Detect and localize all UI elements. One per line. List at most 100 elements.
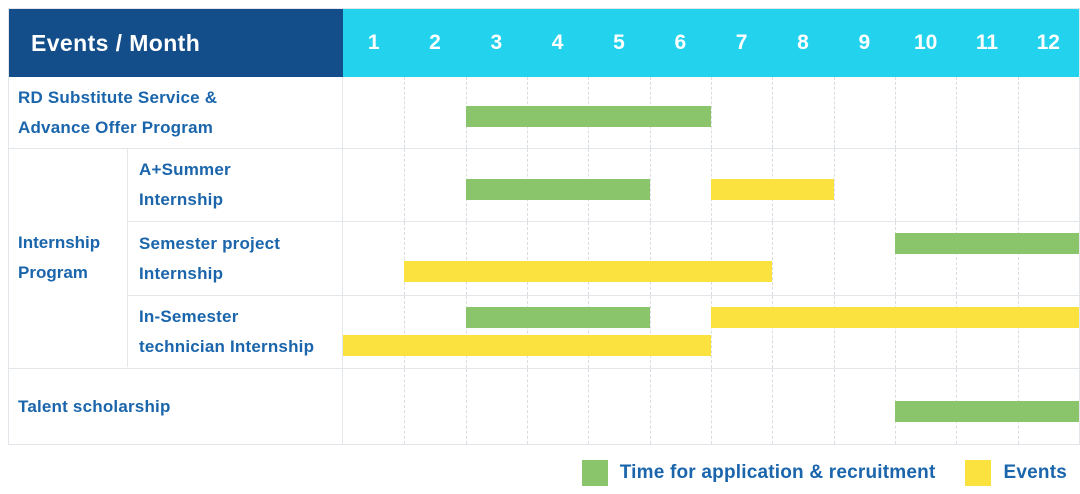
group-label: Internship Program: [18, 233, 101, 282]
gantt-bar-recruitment: [895, 401, 1079, 422]
month-gridline: [404, 296, 406, 368]
month-header-10: 10: [913, 31, 938, 54]
month-header-2: 2: [429, 31, 441, 54]
month-gridline: [404, 369, 406, 444]
month-gridline: [649, 296, 651, 368]
row-label-line: Semester project: [139, 233, 281, 253]
month-gridline: [404, 77, 406, 148]
legend-label: Events: [1003, 462, 1067, 483]
month-gridline: [527, 222, 528, 295]
row-timeline: [343, 369, 1079, 444]
month-gridline: [1017, 149, 1019, 221]
legend-label: Time for application & recruitment: [619, 462, 936, 483]
month-gridline: [527, 296, 528, 368]
row-timeline: [343, 222, 1079, 295]
month-gridline: [711, 222, 712, 295]
legend-swatch-events: [965, 460, 992, 486]
legend-item-recruitment: Time for application & recruitment: [581, 460, 936, 486]
month-gridline: [833, 149, 835, 221]
month-header-9: 9: [858, 31, 871, 54]
month-gridline: [895, 149, 896, 221]
month-gridline: [404, 222, 406, 295]
month-gridline: [588, 222, 590, 295]
gantt-row-5: Talent scholarship: [9, 368, 1079, 444]
month-gridline: [711, 369, 712, 444]
gantt-row-2: A+Summer Internship: [9, 148, 1079, 221]
legend-swatch-recruitment: [581, 460, 608, 486]
gantt-bar-events: [343, 335, 711, 356]
month-gridline: [404, 149, 406, 221]
month-gridline: [772, 296, 774, 368]
month-gridline: [1017, 77, 1019, 148]
row-label-line: technician Internship: [139, 337, 315, 356]
month-gridline: [833, 296, 835, 368]
month-header-11: 11: [975, 31, 999, 54]
month-gridline: [956, 149, 958, 221]
row-label: RD Substitute Service & Advance Offer Pro…: [9, 77, 343, 148]
month-gridline: [895, 296, 896, 368]
month-gridline: [833, 222, 835, 295]
month-gridline: [772, 369, 774, 444]
month-gridline: [895, 77, 896, 148]
month-header-3: 3: [490, 31, 503, 54]
month-header-6: 6: [674, 31, 687, 54]
month-header-8: 8: [797, 31, 809, 54]
month-gridline: [649, 369, 651, 444]
month-header-1: 1: [367, 31, 380, 54]
month-header-4: 4: [551, 31, 564, 54]
month-gridline: [1017, 296, 1019, 368]
gantt-row-1: RD Substitute Service & Advance Offer Pro…: [9, 77, 1079, 148]
table-header-row: Events / Month 1 2 3 4 5 6 7 8 9 10 11 12: [9, 9, 1079, 77]
month-gridline: [1017, 222, 1019, 295]
month-header-7: 7: [735, 31, 748, 54]
row-timeline: [343, 149, 1079, 221]
row-label: Semester project Internship: [9, 222, 343, 295]
month-gridline: [465, 222, 467, 295]
month-gridline: [588, 369, 590, 444]
gantt-bar-events: [711, 179, 834, 200]
gantt-bar-recruitment: [465, 307, 650, 328]
row-label-line: In-Semester: [139, 307, 239, 326]
gantt-row-4: In-Semester technician Internship: [9, 295, 1079, 368]
row-label-line: Internship: [139, 263, 224, 283]
row-label-line: RD Substitute Service &: [18, 87, 218, 107]
month-gridline: [649, 222, 651, 295]
month-gridline: [772, 222, 774, 295]
group-cell: Internship Program: [9, 149, 128, 367]
month-gridline: [465, 296, 467, 368]
months-header-strip: 1 2 3 4 5 6 7 8 9 10 11 12: [343, 9, 1079, 77]
month-gridline: [711, 296, 712, 368]
table-body: RD Substitute Service & Advance Offer Pro…: [9, 77, 1079, 444]
gantt-bar-events: [711, 307, 1079, 328]
month-gridline: [956, 222, 958, 295]
legend: Time for application & recruitment Events: [581, 460, 1067, 486]
month-gridline: [711, 77, 712, 148]
month-gridline: [833, 77, 835, 148]
row-timeline: [343, 77, 1079, 148]
month-gridline: [588, 296, 590, 368]
row-label-line: A+Summer: [139, 160, 231, 179]
month-gridline: [465, 369, 467, 444]
row-label-line: Advance Offer Program: [18, 117, 214, 137]
month-header-12: 12: [1036, 31, 1060, 54]
month-gridline: [956, 296, 958, 368]
gantt-bar-recruitment: [465, 179, 650, 200]
row-label-line: Internship: [139, 190, 224, 209]
legend-item-events: Events: [965, 460, 1067, 486]
month-header-5: 5: [613, 31, 625, 54]
row-label: A+Summer Internship: [9, 149, 343, 221]
gantt-bar-recruitment: [465, 106, 711, 127]
row-label-line: Talent scholarship: [18, 396, 171, 416]
month-gridline: [527, 369, 528, 444]
row-timeline: [343, 296, 1079, 368]
gantt-bar-events: [404, 261, 773, 282]
month-gridline: [956, 77, 958, 148]
row-label: In-Semester technician Internship: [9, 296, 343, 368]
month-gridline: [649, 149, 651, 221]
events-month-table: Events / Month 1 2 3 4 5 6 7 8 9 10 11 12 RD Substi…: [8, 8, 1080, 445]
corner-header-cell: Events / Month: [9, 9, 343, 77]
row-label: Talent scholarship: [9, 369, 343, 444]
month-gridline: [895, 222, 896, 295]
month-gridline: [772, 77, 774, 148]
month-gridline: [833, 369, 835, 444]
